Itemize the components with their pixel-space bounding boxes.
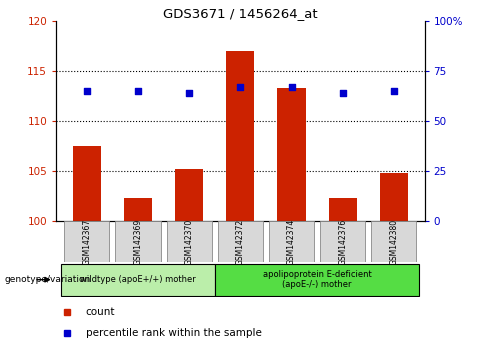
Point bbox=[390, 88, 398, 94]
Text: wildtype (apoE+/+) mother: wildtype (apoE+/+) mother bbox=[80, 275, 196, 284]
Text: GSM142372: GSM142372 bbox=[236, 218, 245, 265]
Text: genotype/variation: genotype/variation bbox=[5, 275, 91, 284]
Text: apolipoprotein E-deficient
(apoE-/-) mother: apolipoprotein E-deficient (apoE-/-) mot… bbox=[263, 270, 371, 289]
Bar bbox=[124, 198, 152, 221]
Title: GDS3671 / 1456264_at: GDS3671 / 1456264_at bbox=[163, 7, 318, 20]
Text: GSM142374: GSM142374 bbox=[287, 218, 296, 265]
Bar bbox=[278, 88, 305, 221]
Point bbox=[83, 88, 91, 94]
Text: percentile rank within the sample: percentile rank within the sample bbox=[85, 328, 262, 338]
Bar bbox=[116, 221, 161, 262]
Bar bbox=[167, 221, 212, 262]
Bar bbox=[328, 198, 357, 221]
Bar bbox=[61, 264, 215, 296]
Text: count: count bbox=[85, 307, 115, 316]
Bar bbox=[380, 173, 408, 221]
Bar bbox=[215, 264, 420, 296]
Bar bbox=[269, 221, 314, 262]
Text: GSM142369: GSM142369 bbox=[134, 218, 142, 265]
Text: GSM142380: GSM142380 bbox=[389, 218, 398, 265]
Point bbox=[134, 88, 142, 94]
Point bbox=[237, 84, 244, 90]
Bar bbox=[371, 221, 416, 262]
Bar bbox=[226, 51, 254, 221]
Bar bbox=[73, 146, 101, 221]
Bar bbox=[320, 221, 365, 262]
Text: GSM142367: GSM142367 bbox=[82, 218, 91, 265]
Point bbox=[339, 90, 346, 96]
Text: GSM142370: GSM142370 bbox=[184, 218, 194, 265]
Bar bbox=[64, 221, 109, 262]
Bar bbox=[175, 169, 203, 221]
Point bbox=[185, 90, 193, 96]
Bar bbox=[218, 221, 263, 262]
Text: GSM142376: GSM142376 bbox=[338, 218, 347, 265]
Point bbox=[287, 84, 295, 90]
